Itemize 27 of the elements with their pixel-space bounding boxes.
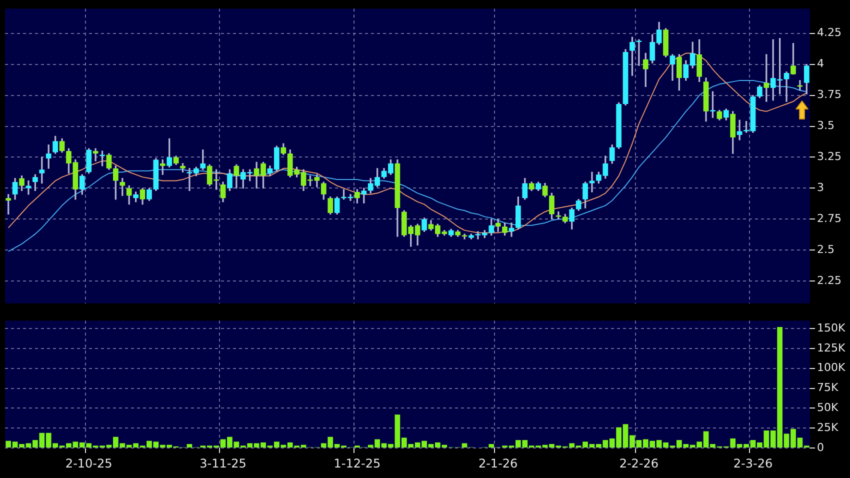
y-tick-label: 3	[817, 181, 824, 194]
y-tick-label: 4	[817, 57, 824, 70]
y-tick-label: 25K	[817, 420, 839, 434]
y-tick-label: 4.25	[817, 26, 842, 40]
candlestick	[784, 71, 790, 102]
y-tick-label: 50K	[817, 401, 839, 414]
y-tick-label: 2.75	[817, 212, 842, 226]
x-tick-label: 2-3-26	[733, 456, 773, 470]
candlestick	[26, 180, 32, 195]
x-tick-label: 2-10-25	[65, 456, 112, 470]
x-tick-label: 3-11-25	[200, 456, 246, 470]
candlestick	[589, 172, 595, 192]
y-tick-label: 2.25	[817, 274, 842, 287]
y-tick-label: 2.5	[817, 242, 834, 256]
y-tick-label: 100K	[817, 361, 846, 374]
y-tick-label: 75K	[817, 381, 839, 394]
x-tick-label: 1-12-25	[334, 456, 381, 470]
x-tick-label: 2-1-26	[478, 456, 518, 470]
candlestick	[736, 120, 742, 140]
candlestick	[92, 148, 98, 162]
y-tick-label: 125K	[817, 341, 846, 354]
x-tick-label: 2-2-26	[619, 456, 659, 470]
y-tick-label: 150K	[817, 321, 846, 334]
y-tick-label: 3.75	[817, 88, 842, 102]
y-tick-label: 3.5	[817, 119, 834, 132]
y-tick-label: 3.25	[817, 150, 842, 164]
y-tick-label: 0	[817, 440, 824, 454]
